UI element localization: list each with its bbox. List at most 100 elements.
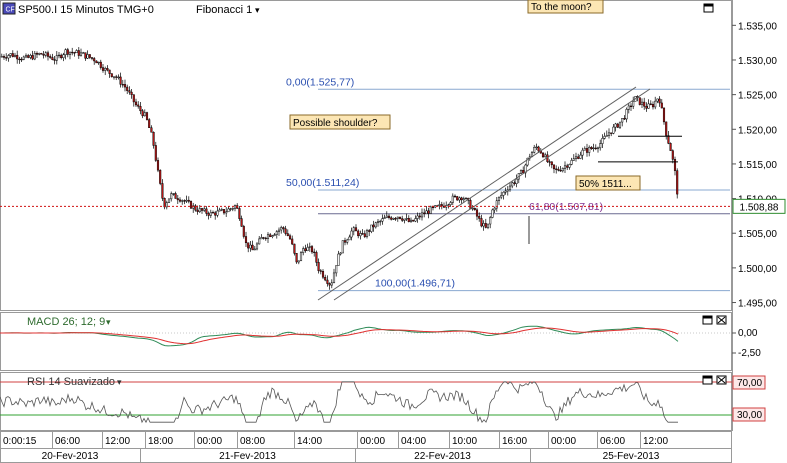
candle-down — [90, 57, 94, 59]
current-price-badge: 1.508,88 — [732, 198, 786, 214]
close-rsi-button[interactable] — [716, 375, 727, 385]
macd-tick-zero: 0,00 — [738, 328, 758, 339]
candle-down — [214, 212, 217, 216]
tool-title[interactable]: Fibonacci 1 — [196, 4, 252, 16]
candle-down — [667, 135, 670, 144]
candle-up — [462, 198, 465, 201]
time-tick-label: 00:00 — [360, 436, 385, 447]
chevron-down-icon[interactable]: ▾ — [117, 377, 122, 387]
candle-up — [544, 154, 547, 158]
candle-up — [249, 244, 252, 249]
candle-up — [203, 208, 206, 211]
close-macd-button[interactable] — [716, 315, 727, 325]
time-tick-label: 0:00:15 — [3, 436, 37, 447]
candle-up — [275, 231, 278, 235]
candle-up — [13, 54, 17, 57]
annotation-moon[interactable]: To the moon? — [527, 0, 604, 14]
instrument-title[interactable]: SP500.I 15 Minutos TMG+0 — [18, 4, 154, 16]
candle-down — [207, 213, 210, 216]
fib-level-label: 0,00(1.525,77) — [286, 76, 354, 88]
candle-down — [148, 119, 151, 128]
candle-down — [291, 238, 294, 245]
candle-down — [106, 68, 109, 71]
candle-up — [75, 50, 78, 53]
candle-down — [150, 127, 153, 133]
candle-down — [31, 55, 34, 60]
macd-title[interactable]: MACD 26; 12; 9 — [27, 316, 105, 328]
fibonacci-trendline[interactable] — [317, 86, 637, 301]
candle-down — [286, 233, 289, 236]
macd-panel[interactable] — [0, 312, 732, 371]
chevron-down-icon[interactable]: ▾ — [255, 5, 260, 15]
candle-up — [464, 197, 468, 200]
candle-down — [577, 156, 580, 159]
price-panel[interactable] — [0, 0, 732, 311]
candle-up — [414, 218, 417, 222]
candle-up — [500, 195, 503, 198]
candle-up — [493, 207, 496, 211]
candle-up — [519, 169, 523, 174]
candle-down — [205, 208, 208, 214]
candle-up — [33, 53, 36, 60]
chart-app-icon[interactable] — [2, 2, 16, 15]
fibonacci-trendline-parallel[interactable] — [333, 88, 651, 301]
candle-down — [145, 112, 149, 120]
candle-down — [475, 209, 479, 217]
candle-up — [271, 235, 274, 237]
candle-down — [555, 168, 558, 170]
candle-down — [60, 54, 63, 59]
candle-up — [335, 265, 338, 274]
candle-down — [159, 169, 162, 184]
candle-down — [163, 198, 166, 208]
candle-down — [40, 53, 43, 55]
candle-down — [123, 84, 127, 88]
candle-down — [295, 253, 298, 263]
time-axis[interactable] — [0, 431, 732, 463]
macd-line — [0, 325, 679, 347]
price-axis[interactable] — [732, 0, 787, 431]
candle-up — [420, 212, 424, 218]
candle-down — [51, 57, 54, 60]
rsi-header: RSI 14 Suavizado ▾ — [27, 376, 122, 388]
candle-up — [592, 147, 595, 150]
maximize-rsi-button[interactable] — [702, 375, 713, 385]
candle-up — [482, 223, 485, 227]
candle-down — [35, 53, 39, 55]
candle-up — [524, 164, 527, 174]
candle-up — [185, 199, 188, 202]
candle-up — [396, 216, 399, 219]
candle-up — [97, 61, 100, 64]
candle-up — [434, 205, 437, 208]
candle-up — [581, 149, 584, 156]
candle-down — [453, 195, 457, 198]
candle-down — [372, 224, 375, 228]
candle-up — [392, 218, 395, 220]
candle-down — [387, 215, 391, 218]
time-axis-ticks: 0:00:15 06:00 12:00 18:00 00:00 08:00 14:00 00:… — [0, 432, 668, 448]
candle-up — [489, 217, 492, 225]
rsi-title[interactable]: RSI 14 Suavizado — [27, 376, 115, 388]
candle-up — [429, 206, 432, 214]
candle-down — [418, 215, 421, 218]
candle-up — [198, 208, 201, 212]
candle-down — [460, 197, 463, 201]
candle-down — [211, 212, 215, 214]
candle-down — [108, 69, 111, 74]
candle-up — [165, 202, 168, 208]
candle-down — [616, 123, 619, 128]
candle-down — [645, 105, 648, 109]
candle-up — [306, 247, 309, 251]
annotation-shoulder[interactable]: Possible shoulder? — [289, 114, 391, 130]
annotation-fifty-pct[interactable]: 50% 1511... — [575, 175, 641, 191]
chevron-down-icon[interactable]: ▾ — [106, 317, 111, 327]
maximize-price-panel-button[interactable] — [703, 3, 714, 13]
candle-down — [427, 210, 430, 214]
candle-up — [38, 53, 41, 55]
candle-down — [361, 233, 364, 235]
candle-down — [222, 209, 226, 214]
candle-up — [647, 103, 650, 109]
maximize-macd-button[interactable] — [702, 315, 713, 325]
candle-up — [260, 237, 263, 240]
candle-up — [330, 282, 333, 286]
